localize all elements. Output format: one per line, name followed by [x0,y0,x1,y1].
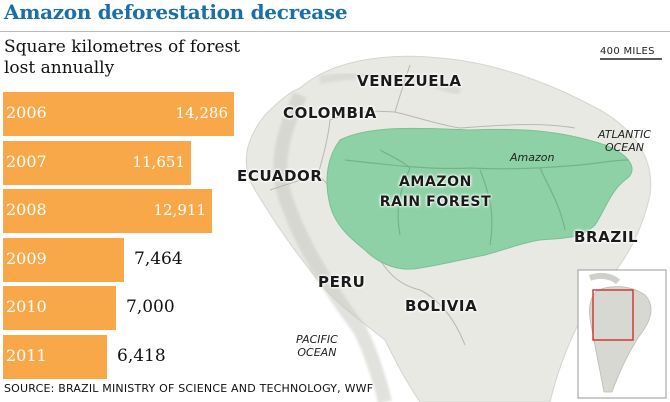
bar-2010 [3,286,116,330]
label-venezuela: VENEZUELA [357,72,462,90]
bar-value-label: 7,000 [126,297,175,317]
bar-2008 [3,189,212,233]
scale-label: 400 MILES [600,46,655,57]
label-peru: PERU [318,273,366,291]
bar-year-label: 2009 [6,249,47,268]
inset-map [577,269,667,399]
chart-title: Amazon deforestation decrease [4,0,348,24]
label-amazon-river: Amazon [510,151,555,164]
label-brazil: BRAZIL [574,228,639,246]
label-atlantic-ocean: ATLANTIC OCEAN [598,128,651,154]
bar-year-label: 2006 [6,103,47,122]
label-ecuador: ECUADOR [237,167,323,185]
bar-year-label: 2011 [6,346,47,365]
bar-value-label: 11,651 [132,153,186,171]
bar-2006 [3,92,234,136]
bar-2009 [3,238,124,282]
chart-subtitle: Square kilometres of forest lost annuall… [4,37,241,78]
bar-2007 [3,141,191,185]
bar-value-label: 6,418 [117,346,166,366]
bar-2011 [3,335,107,379]
bar-year-label: 2007 [6,152,47,171]
label-colombia: COLOMBIA [283,104,377,122]
label-bolivia: BOLIVIA [405,297,478,315]
bar-year-label: 2008 [6,200,47,219]
bar-value-label: 14,286 [175,104,229,122]
bar-value-label: 7,464 [134,249,183,269]
label-pacific-ocean: PACIFIC OCEAN [296,333,338,359]
title-divider [0,31,670,32]
source-note: SOURCE: BRAZIL MINISTRY OF SCIENCE AND T… [4,382,374,395]
label-amazon-rain-forest: AMAZON RAIN FOREST [379,174,492,210]
bar-value-label: 12,911 [153,201,207,219]
bar-year-label: 2010 [6,297,47,316]
